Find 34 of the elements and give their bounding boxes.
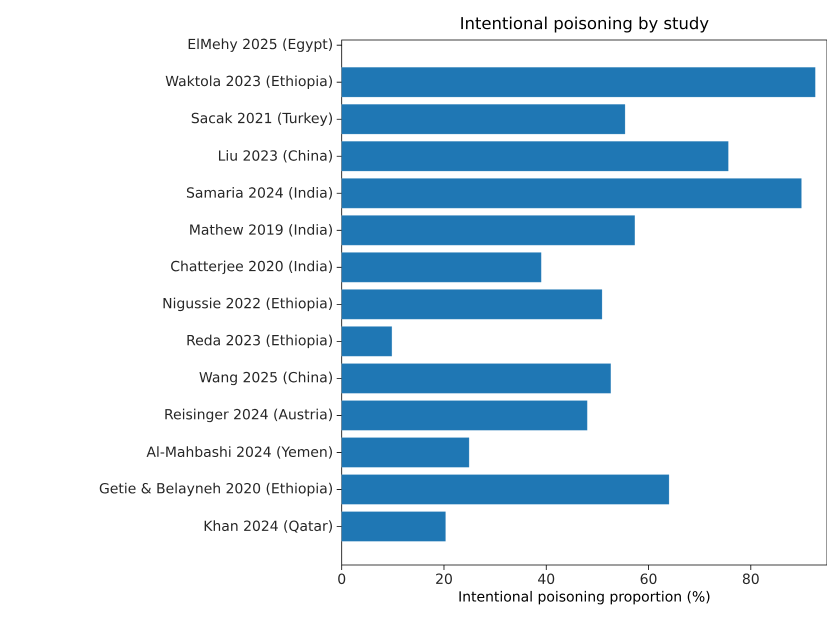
x-tick-label: 60	[640, 574, 656, 584]
bar	[342, 252, 542, 282]
y-tick-label: Chatterjee 2020 (India)	[171, 260, 332, 274]
y-tick-label: Wang 2025 (China)	[199, 372, 332, 386]
bar	[342, 289, 602, 320]
bar	[342, 363, 611, 394]
x-tick-label: 80	[742, 574, 759, 584]
bar	[342, 326, 392, 356]
x-tick-label: 20	[436, 574, 452, 584]
y-tick-label: Liu 2023 (China)	[218, 150, 332, 162]
y-tick-label: Samaria 2024 (India)	[186, 187, 332, 200]
bar	[342, 178, 802, 208]
y-tick-label: Al-Mahbashi 2024 (Yemen)	[146, 446, 332, 459]
bar	[342, 474, 670, 504]
bar	[342, 141, 728, 172]
y-tick-label: Sacak 2021 (Turkey)	[192, 112, 332, 126]
y-tick-label: Nigussie 2022 (Ethiopia)	[164, 298, 332, 312]
bar	[342, 67, 816, 98]
x-tick-label: 0	[338, 574, 346, 584]
y-tick-label: Mathew 2019 (India)	[190, 224, 332, 237]
y-tick-label: Getie & Belayneh 2020 (Ethiopia)	[100, 482, 332, 496]
chart-title: Intentional poisoning by study	[461, 16, 709, 32]
bar	[342, 512, 446, 542]
bar	[342, 104, 626, 134]
bar	[342, 215, 635, 246]
y-tick-label: Waktola 2023 (Ethiopia)	[166, 75, 332, 89]
x-tick-label: 40	[538, 574, 554, 584]
y-tick-label: ElMehy 2025 (Egypt)	[188, 38, 332, 52]
x-axis-title: Intentional poisoning proportion (%)	[459, 590, 710, 604]
y-tick-label: Reisinger 2024 (Austria)	[165, 408, 332, 422]
y-tick-label: Khan 2024 (Qatar)	[204, 520, 332, 533]
y-tick-label: Reda 2023 (Ethiopia)	[187, 334, 332, 348]
bar	[342, 437, 470, 468]
bar	[342, 400, 588, 430]
